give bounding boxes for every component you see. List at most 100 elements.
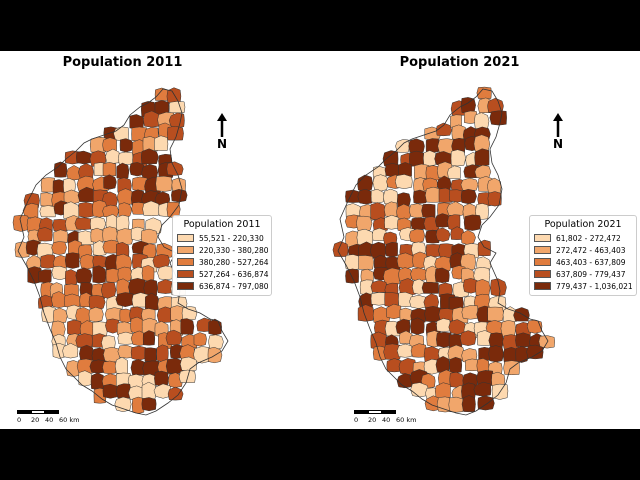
scale-tick: 40	[382, 416, 391, 424]
district-polygon	[116, 188, 134, 205]
district-polygon	[372, 174, 389, 192]
legend-swatch	[177, 258, 194, 266]
district-polygon	[156, 344, 169, 363]
district-polygon	[165, 329, 183, 346]
district-polygon	[142, 200, 161, 217]
legend-label: 61,802 - 272,472	[556, 233, 621, 243]
district-polygon	[477, 395, 495, 411]
district-polygon	[434, 255, 452, 272]
district-polygon	[395, 174, 413, 189]
north-arrow: N	[548, 113, 568, 153]
district-polygon	[449, 371, 465, 388]
district-polygon	[500, 320, 516, 338]
district-polygon	[118, 202, 133, 217]
district-polygon	[370, 202, 387, 221]
district-polygon	[180, 356, 197, 372]
district-polygon	[22, 203, 39, 219]
district-polygon	[141, 381, 157, 401]
district-polygon	[384, 242, 398, 258]
district-polygon	[142, 330, 156, 346]
district-polygon	[474, 148, 490, 167]
legend-swatch	[177, 270, 194, 278]
district-polygon	[423, 150, 436, 167]
scale-bar: 0 20 40 60 km	[17, 410, 97, 426]
district-polygon	[115, 383, 132, 399]
district-polygon	[39, 205, 56, 218]
district-polygon	[208, 318, 222, 336]
district-polygon	[131, 202, 145, 215]
district-polygon	[92, 265, 107, 284]
scale-tick: 20	[31, 416, 40, 424]
district-polygon	[178, 369, 196, 383]
district-polygon	[434, 267, 450, 284]
district-polygon	[119, 138, 134, 153]
district-polygon	[460, 253, 476, 272]
district-polygon	[40, 177, 56, 193]
district-polygon	[53, 229, 69, 244]
district-polygon	[332, 241, 349, 257]
district-polygon	[51, 241, 67, 255]
district-polygon	[449, 356, 463, 374]
legend-label: 636,874 - 797,080	[199, 281, 269, 291]
legend-item: 637,809 - 779,437	[534, 268, 632, 280]
district-layer	[12, 87, 224, 414]
district-polygon	[14, 241, 30, 258]
district-polygon	[167, 372, 183, 388]
choropleth-map-2011	[12, 87, 229, 416]
district-polygon	[166, 125, 184, 141]
district-polygon	[461, 395, 476, 413]
district-polygon	[410, 217, 426, 230]
district-polygon	[208, 334, 224, 351]
legend-label: 527,264 - 636,874	[199, 269, 269, 279]
district-polygon	[62, 342, 79, 359]
district-polygon	[475, 278, 491, 297]
district-polygon	[357, 188, 375, 205]
district-polygon	[114, 356, 129, 375]
district-polygon	[477, 239, 491, 257]
district-polygon	[473, 381, 492, 397]
district-polygon	[487, 177, 502, 195]
district-polygon	[396, 203, 412, 220]
north-arrow-icon	[217, 113, 227, 137]
district-polygon	[157, 265, 173, 281]
district-polygon	[436, 122, 453, 137]
map-canvas: Population 2011 N Population 2011 55,521…	[0, 51, 640, 429]
state-outline	[17, 88, 229, 416]
district-polygon	[53, 307, 68, 323]
district-polygon	[515, 346, 529, 363]
legend-title: Population 2021	[544, 219, 622, 230]
district-polygon	[154, 370, 169, 387]
district-polygon	[474, 112, 490, 129]
district-polygon	[423, 358, 441, 375]
legend-label: 779,437 - 1,036,021	[556, 281, 633, 291]
district-polygon	[358, 255, 374, 270]
legend-label: 272,472 - 463,403	[556, 245, 626, 255]
district-polygon	[489, 110, 507, 126]
district-polygon	[75, 150, 92, 165]
district-polygon	[448, 396, 465, 413]
district-polygon	[65, 269, 78, 286]
district-polygon	[128, 278, 146, 295]
district-polygon	[370, 279, 387, 293]
district-polygon	[526, 319, 543, 334]
district-polygon	[64, 293, 81, 309]
district-polygon	[372, 345, 388, 361]
district-polygon	[460, 188, 477, 205]
district-polygon	[116, 228, 134, 246]
district-polygon	[90, 227, 105, 243]
district-polygon	[89, 136, 107, 153]
district-polygon	[36, 227, 53, 242]
district-polygon	[102, 162, 117, 177]
district-polygon	[459, 330, 477, 346]
district-polygon	[144, 292, 159, 311]
legend-title: Population 2011	[183, 219, 261, 230]
legend-item: 380,280 - 527,264	[177, 256, 269, 268]
legend-label: 637,809 - 779,437	[556, 269, 626, 279]
north-arrow: N	[212, 113, 232, 153]
district-polygon	[413, 189, 428, 204]
state-outline	[337, 88, 549, 416]
scale-tick: 20	[368, 416, 377, 424]
district-polygon	[410, 267, 428, 281]
district-polygon	[357, 304, 375, 322]
legend-swatch	[534, 282, 551, 290]
